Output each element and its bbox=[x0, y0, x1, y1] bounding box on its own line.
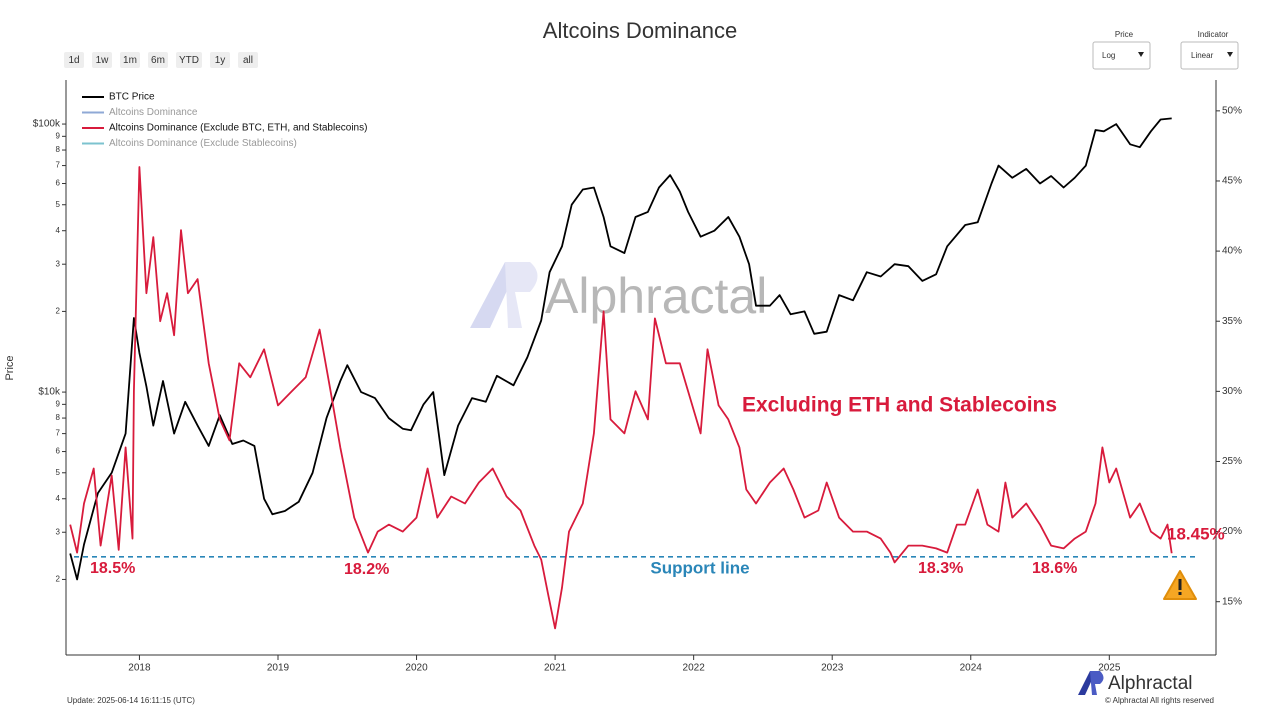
legend-label[interactable]: Altcoins Dominance (Exclude Stablecoins) bbox=[109, 138, 297, 149]
series-annotation: Excluding ETH and Stablecoins bbox=[742, 394, 1057, 417]
watermark-logo bbox=[505, 262, 538, 328]
y-tick-label: 7 bbox=[56, 161, 61, 170]
y2-tick-label: 45% bbox=[1222, 176, 1242, 187]
dropdown-arrow[interactable] bbox=[1227, 52, 1233, 57]
dropdown[interactable] bbox=[1092, 41, 1151, 70]
dropdown-value[interactable]: Log bbox=[1102, 51, 1115, 60]
warning-icon bbox=[1163, 570, 1197, 600]
footer-update: Update: 2025-06-14 16:11:15 (UTC) bbox=[67, 696, 195, 705]
x-tick-label: 2023 bbox=[821, 663, 844, 674]
footer-brand: Alphractal bbox=[1108, 673, 1193, 694]
range-button[interactable] bbox=[176, 52, 202, 68]
y-tick-label: 4 bbox=[56, 494, 61, 503]
series-line bbox=[69, 166, 1173, 630]
value-annotation: 18.5% bbox=[90, 560, 135, 577]
y-tick-label: 8 bbox=[56, 413, 61, 422]
legend-label[interactable]: Altcoins Dominance (Exclude BTC, ETH, an… bbox=[109, 123, 367, 134]
y-tick-label: 6 bbox=[56, 179, 61, 188]
y2-tick-label: 15% bbox=[1222, 596, 1242, 607]
legend-label[interactable]: Altcoins Dominance bbox=[109, 107, 198, 118]
range-button-label[interactable]: 1y bbox=[215, 55, 226, 66]
range-button[interactable] bbox=[120, 52, 140, 68]
y-tick-label: 4 bbox=[56, 226, 61, 235]
range-button[interactable] bbox=[238, 52, 258, 68]
value-annotation: 18.3% bbox=[918, 560, 963, 577]
control-label: Indicator bbox=[1198, 30, 1229, 39]
x-tick-label: 2021 bbox=[544, 663, 567, 674]
x-tick-label: 2018 bbox=[128, 663, 151, 674]
chart-title: Altcoins Dominance bbox=[543, 18, 737, 43]
y-tick-label: 8 bbox=[56, 145, 61, 154]
control-label: Price bbox=[1115, 30, 1134, 39]
range-button-label[interactable]: 1d bbox=[68, 55, 79, 66]
y-tick-label: 9 bbox=[56, 131, 61, 140]
range-button[interactable] bbox=[64, 52, 84, 68]
y2-tick-label: 35% bbox=[1222, 316, 1242, 327]
y-tick-label: 6 bbox=[56, 447, 61, 456]
y-tick-label: $100k bbox=[33, 119, 61, 130]
range-button[interactable] bbox=[210, 52, 230, 68]
range-button-label[interactable]: 6m bbox=[151, 55, 165, 66]
watermark-text: Alphractal bbox=[545, 268, 767, 324]
y-tick-label: 2 bbox=[56, 575, 61, 584]
range-button-label[interactable]: all bbox=[243, 55, 253, 66]
x-tick-label: 2022 bbox=[683, 663, 706, 674]
support-line-label: Support line bbox=[650, 558, 749, 577]
x-tick-label: 2019 bbox=[267, 663, 290, 674]
y-tick-label: 7 bbox=[56, 429, 61, 438]
range-button[interactable] bbox=[92, 52, 112, 68]
y2-tick-label: 30% bbox=[1222, 386, 1242, 397]
y-tick-label: $10k bbox=[38, 387, 61, 398]
y-tick-label: 3 bbox=[56, 259, 61, 268]
watermark-logo bbox=[470, 262, 520, 328]
y2-tick-label: 20% bbox=[1222, 526, 1242, 537]
x-tick-label: 2024 bbox=[960, 663, 983, 674]
x-tick-label: 2020 bbox=[405, 663, 428, 674]
warning-mark bbox=[1178, 579, 1182, 590]
y2-tick-label: 50% bbox=[1222, 105, 1242, 116]
value-annotation: 18.2% bbox=[344, 561, 389, 578]
y-tick-label: 5 bbox=[56, 200, 61, 209]
dropdown-value[interactable]: Linear bbox=[1191, 51, 1214, 60]
y-axis-label: Price bbox=[4, 355, 16, 380]
y-tick-label: 9 bbox=[56, 399, 61, 408]
y-tick-label: 3 bbox=[56, 527, 61, 536]
range-button[interactable] bbox=[148, 52, 168, 68]
value-annotation: 18.6% bbox=[1032, 560, 1077, 577]
range-button-label[interactable]: 1m bbox=[123, 55, 137, 66]
footer-logo bbox=[1078, 671, 1104, 695]
x-tick-label: 2025 bbox=[1098, 663, 1121, 674]
series-line bbox=[69, 117, 1172, 581]
dropdown[interactable] bbox=[1180, 41, 1239, 70]
warning-mark bbox=[1178, 592, 1182, 595]
y-tick-label: 5 bbox=[56, 468, 61, 477]
y2-tick-label: 40% bbox=[1222, 246, 1242, 257]
watermark: Alphractal bbox=[470, 262, 767, 328]
footer-logo-mark bbox=[1090, 671, 1104, 695]
range-button-label[interactable]: YTD bbox=[179, 55, 199, 66]
dropdown-arrow[interactable] bbox=[1138, 52, 1144, 57]
legend-label[interactable]: BTC Price bbox=[109, 92, 155, 103]
footer-rights: © Alphractal All rights reserved bbox=[1105, 696, 1214, 705]
range-button-label[interactable]: 1w bbox=[96, 55, 110, 66]
y2-tick-label: 25% bbox=[1222, 456, 1242, 467]
y-tick-label: 2 bbox=[56, 307, 61, 316]
value-annotation: 18.45% bbox=[1167, 524, 1225, 543]
